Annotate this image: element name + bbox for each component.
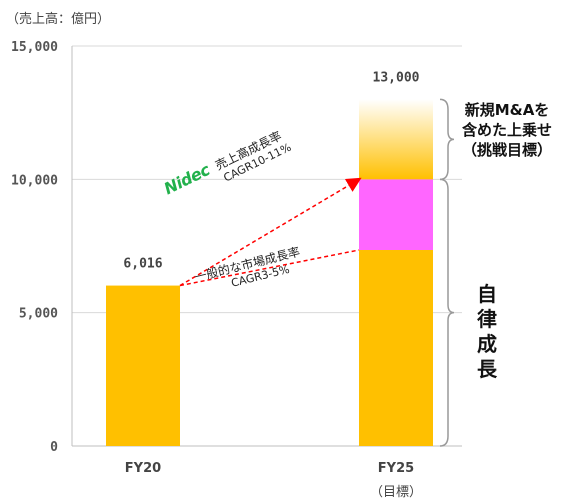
challenge-line-1: 新規M&Aを [464,101,550,119]
organic-char-4: 長 [477,357,497,381]
organic-char-2: 律 [477,307,497,331]
challenge-line-3: （挑戦目標） [461,141,552,159]
bar-FY25-segment-1 [359,179,433,250]
bar-total-label: 13,000 [373,70,420,85]
challenge-line-2: 含めた上乗せ [461,121,552,139]
organic-char-3: 成 [477,332,497,356]
bar-FY25-segment-0 [359,250,433,446]
bar-total-label: 6,016 [123,257,162,272]
x-category-label: FY20 [125,461,161,476]
challenge-brace [439,98,455,181]
y-tick-label: 15,000 [11,40,58,55]
bar-FY20-segment-0 [106,285,180,446]
market-growth-line [179,249,360,287]
unit-label: （売上高：億円） [6,12,111,27]
y-tick-label: 10,000 [11,173,58,188]
organic-char-1: 自 [477,282,497,306]
x-category-label: FY25 [378,461,414,476]
y-tick-label: 5,000 [19,307,58,322]
y-tick-label: 0 [50,440,58,455]
bar-FY25-segment-2 [359,99,433,180]
organic-growth-brace [439,178,455,447]
organic-growth-annotation: 自 律 成 長 [472,282,502,382]
challenge-annotation: 新規M&Aを 含めた上乗せ （挑戦目標） [452,100,562,160]
x-category-sublabel: （目標） [370,485,422,500]
